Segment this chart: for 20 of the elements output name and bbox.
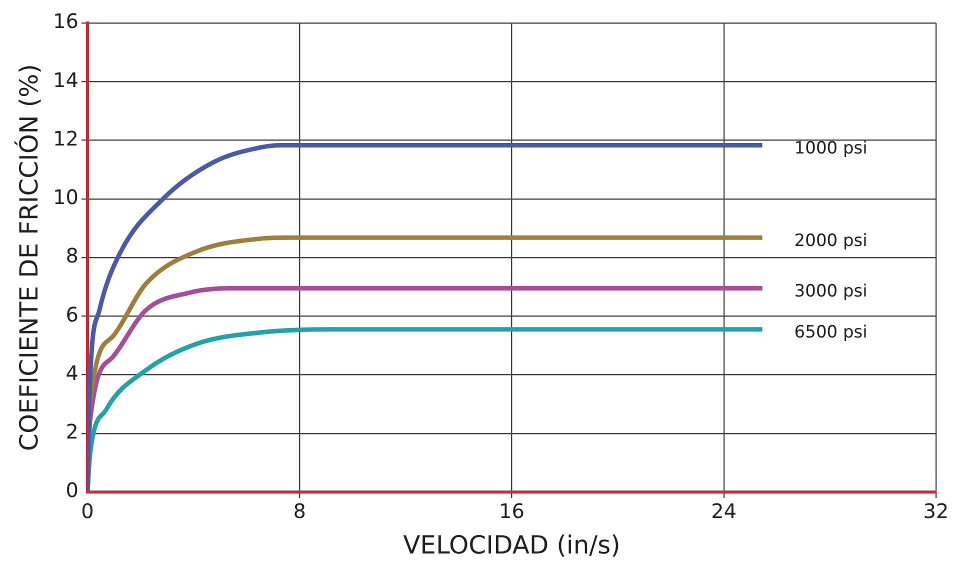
y-tick-label: 4 xyxy=(66,360,78,385)
y-axis-title: COEFICIENTE DE FRICCIÓN (%) xyxy=(14,64,44,452)
series-label: 3000 psi xyxy=(794,282,868,302)
y-tick-label: 12 xyxy=(52,126,78,150)
x-tick-label: 24 xyxy=(711,499,737,524)
y-tick-label: 10 xyxy=(52,185,78,210)
x-tick-label: 16 xyxy=(499,499,524,524)
series-label: 1000 psi xyxy=(794,138,868,159)
x-tick-label: 8 xyxy=(293,499,306,524)
series-label: 2000 psi xyxy=(794,230,868,251)
y-tick-label: 8 xyxy=(66,244,78,268)
y-tick-label: 2 xyxy=(66,420,78,444)
x-tick-label: 32 xyxy=(923,499,949,524)
y-tick-label: 14 xyxy=(52,68,78,92)
x-axis-title: VELOCIDAD (in/s) xyxy=(403,530,620,560)
y-tick-label: 0 xyxy=(66,478,78,502)
y-tick-label: 6 xyxy=(66,302,78,326)
y-tick-label: 16 xyxy=(52,9,78,34)
x-tick-label: 0 xyxy=(81,499,94,524)
series-label: 6500 psi xyxy=(794,322,868,343)
